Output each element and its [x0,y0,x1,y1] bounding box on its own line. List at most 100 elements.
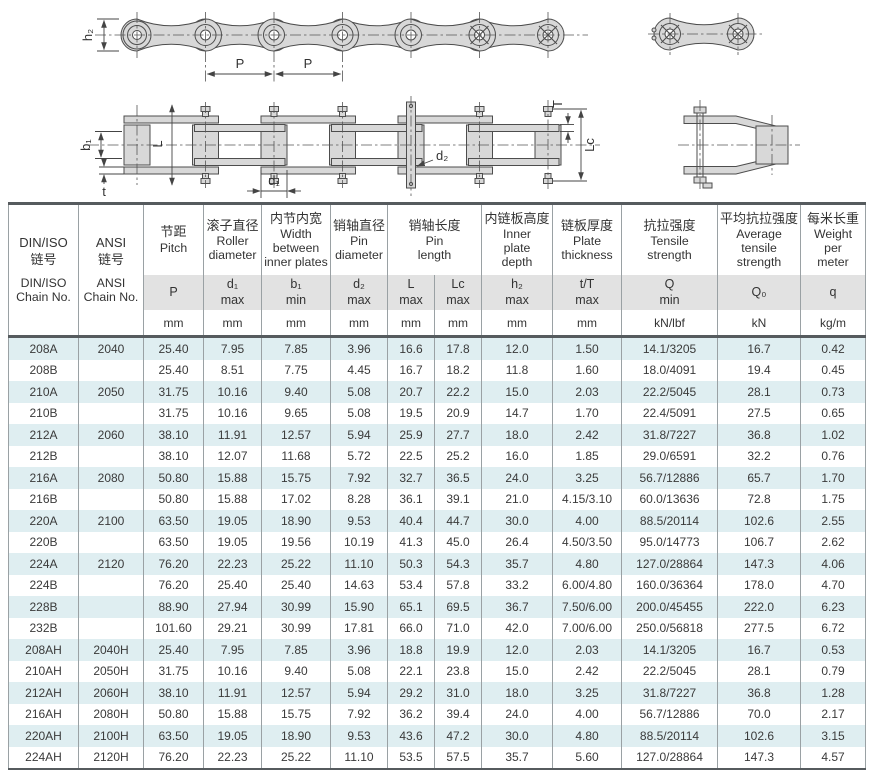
table-cell: 2100H [78,725,144,747]
table-cell: 2120H [78,746,144,769]
table-cell: 10.16 [203,402,262,424]
table-row: 224A 2120 76.20 22.23 25.22 11.10 50.3 54.3 35.7… [8,553,867,575]
table-cell: 5.94 [330,424,388,446]
table-cell: 4.70 [800,574,867,596]
table-cell: 18.90 [261,725,331,747]
table-cell: 30.0 [481,725,554,747]
table-cell: 36.8 [717,682,802,704]
symbol-h2: h₂ max [481,275,554,310]
table-cell: 4.15/3.10 [552,488,623,510]
side-view-centerlines [95,12,763,82]
table-cell: 22.4/5091 [621,402,719,424]
table-cell: 106.7 [717,531,802,553]
table-cell: 28.1 [717,381,802,403]
table-cell: 50.80 [143,467,204,489]
table-cell: 15.90 [330,596,388,618]
table-cell: 160.0/36364 [621,574,719,596]
symbol-d1: d₁ max [203,275,262,310]
table-cell: 19.05 [203,725,262,747]
table-cell: 65.7 [717,467,802,489]
symbol-tT: t/T max [552,275,623,310]
table-cell: 210B [8,402,79,424]
table-cell: 57.5 [433,746,483,769]
table-cell: 2040H [78,639,144,661]
header-name-row: DIN/ISO 链号 DIN/ISO Chain No. ANSI 链号 ANS… [8,203,867,337]
table-cell: 200.0/45455 [621,596,719,618]
table-cell: 22.23 [203,553,262,575]
column-group-pin-length: 销轴长度 Pin length [386,203,483,275]
table-cell: 25.40 [143,359,204,381]
side-view-dimensions [97,18,342,77]
table-cell: 26.4 [481,531,554,553]
table-cell: 19.05 [203,531,262,553]
table-cell: 4.06 [800,553,867,575]
dim-label-b1: b₁ [78,139,93,151]
column-unit: mm [552,310,623,337]
table-cell: 22.23 [203,746,262,769]
table-cell: 3.25 [552,682,623,704]
table-cell: 25.40 [203,574,262,596]
table-cell: 224A [8,553,79,575]
table-cell: 178.0 [717,574,802,596]
table-cell: 12.0 [481,639,554,661]
table-cell: 25.40 [143,336,204,360]
table-cell: 9.40 [261,660,331,682]
table-cell: 18.0 [481,424,554,446]
table-cell: 5.60 [552,746,623,769]
table-cell [78,359,144,381]
table-cell: 20.9 [433,402,483,424]
table-cell: 11.68 [261,445,331,467]
table-cell: 102.6 [717,725,802,747]
table-cell: 11.10 [330,746,388,769]
table-cell: 39.1 [433,488,483,510]
table-cell: 210A [8,381,79,403]
dim-label-Lc: Lc [582,138,597,152]
table-cell: 4.57 [800,746,867,769]
table-cell: 2040 [78,336,144,360]
table-cell: 1.70 [552,402,623,424]
table-cell: 33.2 [481,574,554,596]
table-cell: 277.5 [717,617,802,639]
table-row: 216B 50.80 15.88 17.02 8.28 36.1 39.1 21.0 4.15/… [8,488,867,510]
table-cell: 18.8 [387,639,435,661]
din-label-zh: DIN/ISO 链号 [19,235,68,267]
table-cell: 16.0 [481,445,554,467]
table-cell: 25.22 [261,553,331,575]
table-cell: 16.7 [387,359,435,381]
table-cell: 16.7 [717,336,802,360]
table-cell: 7.95 [203,639,262,661]
table-row: 220B 63.50 19.05 19.56 10.19 41.3 45.0 26.4 4.50… [8,531,867,553]
table-cell: 2.17 [800,703,867,725]
symbol-P: P [143,275,204,310]
table-cell: 53.5 [387,746,435,769]
table-cell: 8.51 [203,359,262,381]
table-row: 208AH 2040H 25.40 7.95 7.85 3.96 18.8 19.9 12.0 2… [8,639,867,661]
table-cell: 76.20 [143,574,204,596]
table-cell: 0.79 [800,660,867,682]
table-cell: 7.85 [261,639,331,661]
table-cell: 220AH [8,725,79,747]
table-cell: 2120 [78,553,144,575]
ansi-label-zh: ANSI 链号 [95,235,127,267]
table-cell: 4.00 [552,703,623,725]
table-cell: 15.0 [481,660,554,682]
chain-diagram-svg: h₂ P P [78,12,800,199]
table-cell: 210AH [8,660,79,682]
din-label-en: DIN/ISO Chain No. [16,275,71,304]
table-cell: 147.3 [717,746,802,769]
table-cell: 20.7 [387,381,435,403]
table-cell: 76.20 [143,746,204,769]
table-cell: 5.94 [330,682,388,704]
table-cell: 1.50 [552,336,623,360]
table-cell: 65.1 [387,596,435,618]
table-cell: 2080H [78,703,144,725]
table-cell: 72.8 [717,488,802,510]
table-cell: 9.40 [261,381,331,403]
column-unit: mm [433,310,483,337]
column-unit: kN [717,310,802,337]
table-cell: 32.2 [717,445,802,467]
table-row: 210A 2050 31.75 10.16 9.40 5.08 20.7 22.2 15.0 2.… [8,381,867,403]
table-cell: 22.5 [387,445,435,467]
table-cell: 71.0 [433,617,483,639]
table-cell: 18.0/4091 [621,359,719,381]
